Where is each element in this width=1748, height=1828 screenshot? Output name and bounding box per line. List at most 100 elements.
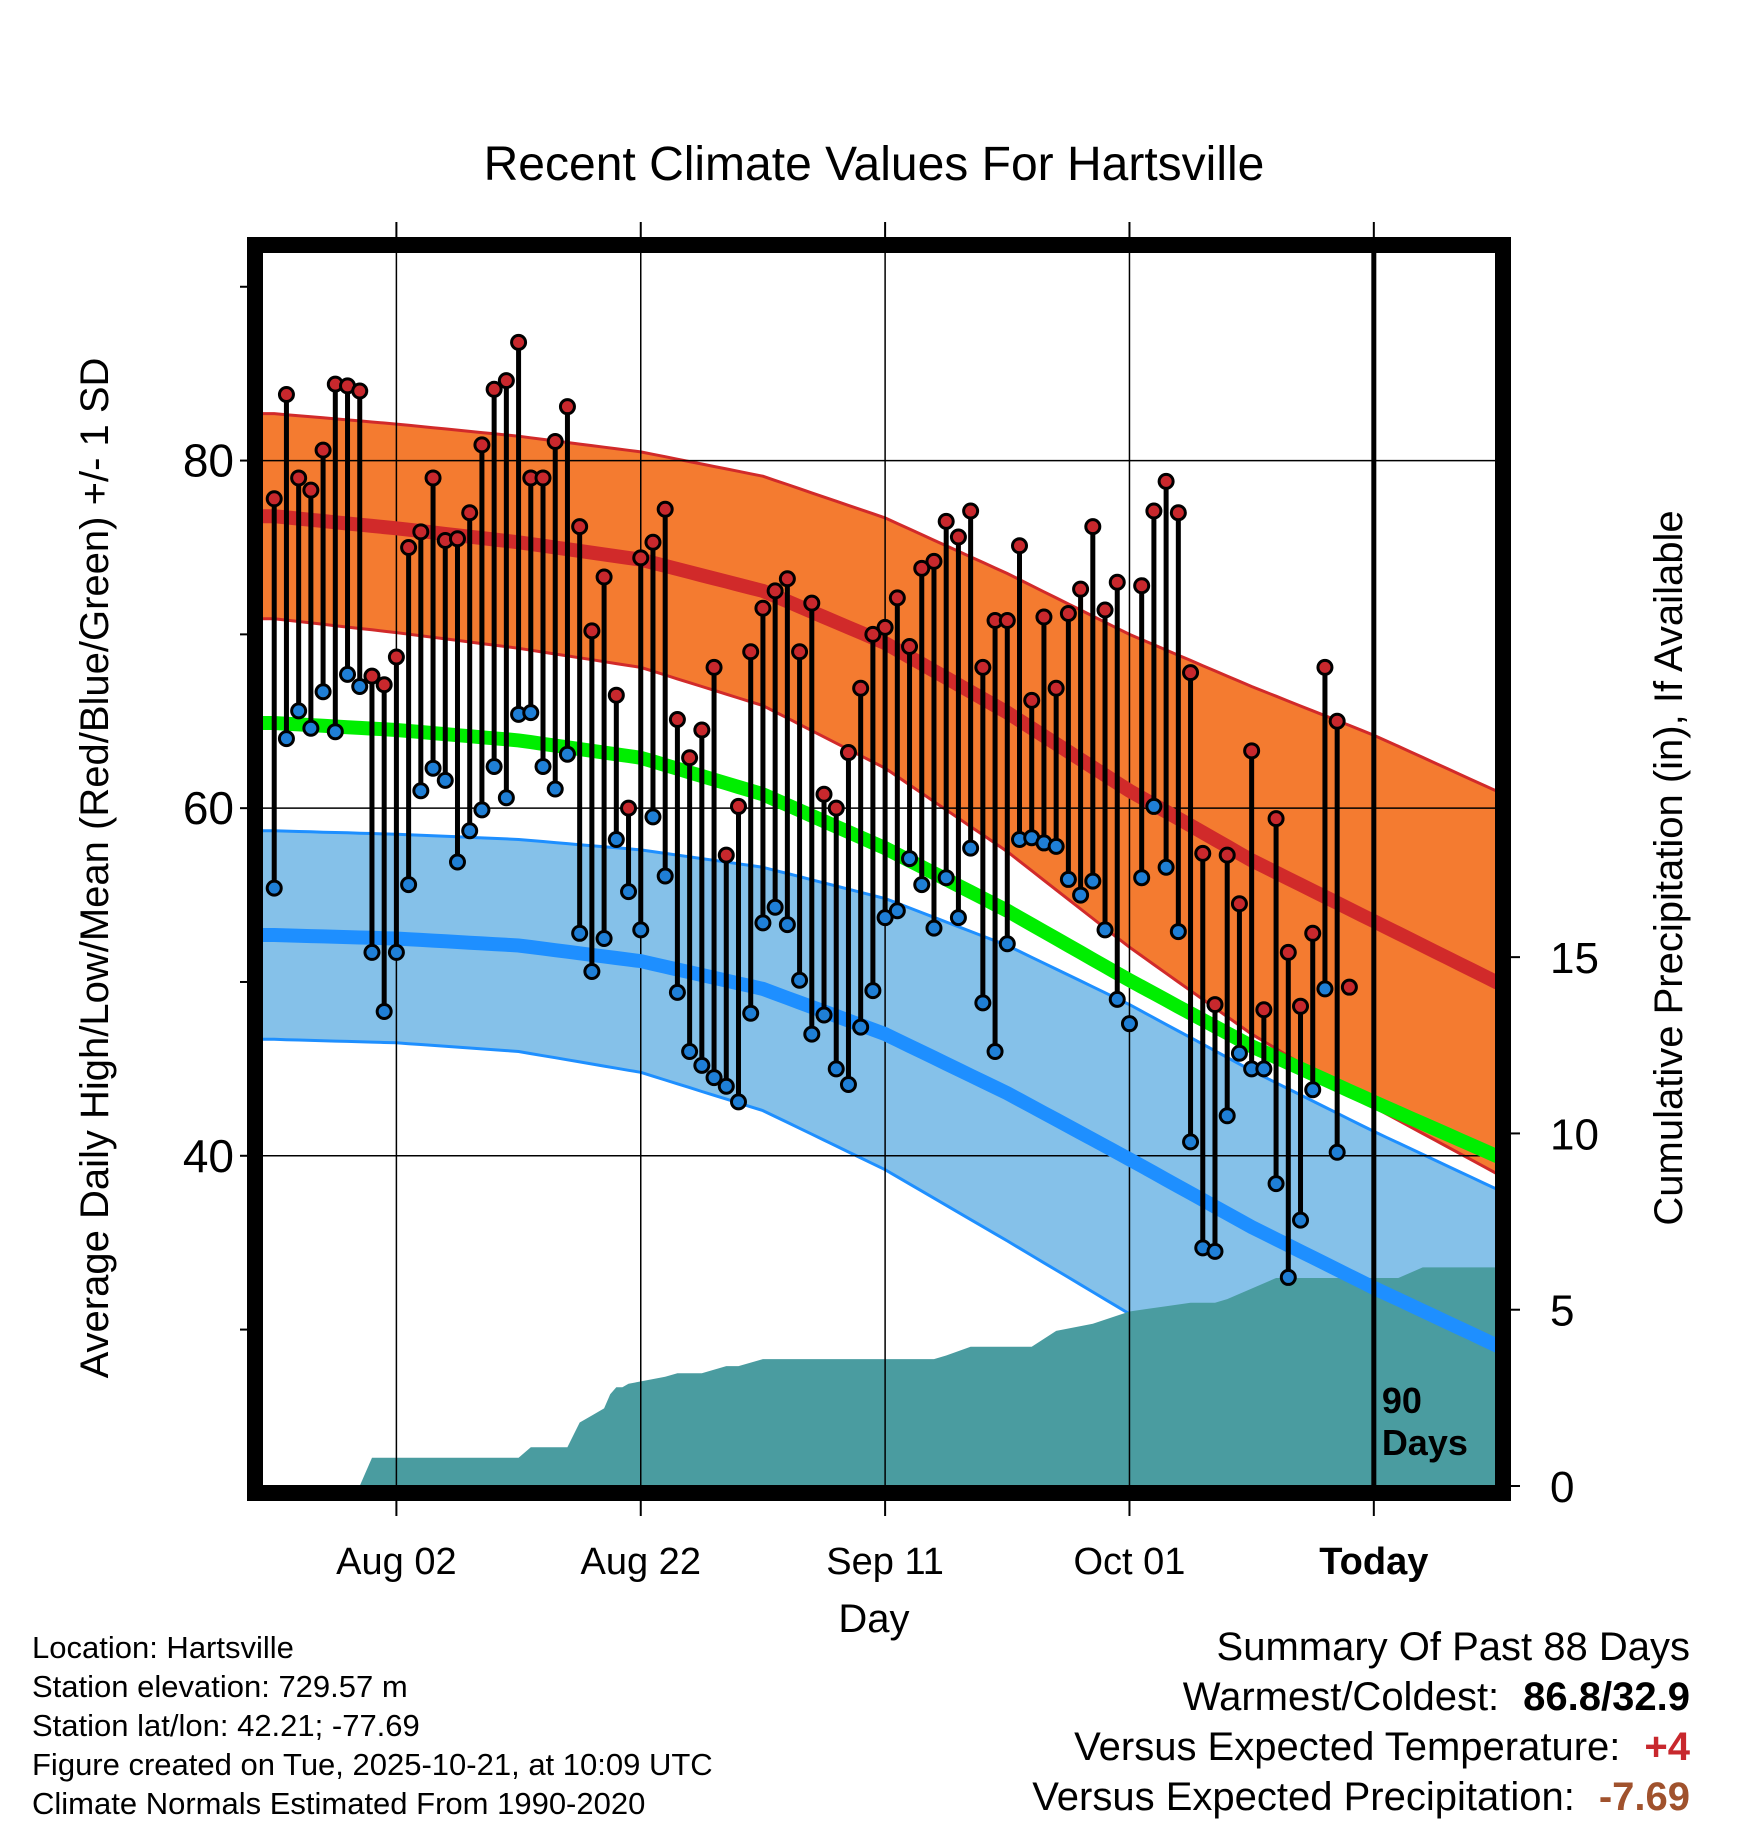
daily-high-point bbox=[534, 469, 552, 487]
daily-high-point bbox=[1023, 691, 1041, 709]
daily-low-point bbox=[571, 924, 589, 942]
daily-high-point bbox=[888, 589, 906, 607]
daily-high-point bbox=[644, 533, 662, 551]
high-sd-band bbox=[262, 413, 1496, 1174]
created-text: Figure created on Tue, 2025-10-21, at 10… bbox=[32, 1747, 713, 1782]
daily-high-point bbox=[277, 386, 295, 404]
y-tick-label: 40 bbox=[183, 1130, 234, 1182]
daily-low-point bbox=[815, 1006, 833, 1024]
summary-precip-row: Versus Expected Precipitation: -7.69 bbox=[1032, 1772, 1690, 1822]
daily-low-point bbox=[656, 867, 674, 885]
y-tick-label: 60 bbox=[183, 782, 234, 834]
daily-low-point bbox=[1133, 869, 1151, 887]
daily-low-point bbox=[778, 916, 796, 934]
daily-high-point bbox=[815, 785, 833, 803]
daily-low-point bbox=[363, 943, 381, 961]
daily-high-point bbox=[852, 679, 870, 697]
daily-high-point bbox=[351, 382, 369, 400]
daily-low-point bbox=[803, 1025, 821, 1043]
daily-low-point bbox=[925, 919, 943, 937]
daily-high-point bbox=[839, 744, 857, 762]
daily-low-point bbox=[583, 963, 601, 981]
daily-low-point bbox=[607, 830, 625, 848]
daily-low-point bbox=[827, 1060, 845, 1078]
daily-high-point bbox=[937, 512, 955, 530]
daily-low-point bbox=[1059, 870, 1077, 888]
chart-title: Recent Climate Values For Hartsville bbox=[484, 138, 1265, 191]
daily-high-point bbox=[766, 582, 784, 600]
daily-low-point bbox=[534, 757, 552, 775]
daily-low-point bbox=[1157, 858, 1175, 876]
daily-high-point bbox=[1230, 895, 1248, 913]
daily-low-point bbox=[290, 702, 308, 720]
x-tick-label: Aug 02 bbox=[336, 1541, 456, 1583]
daily-low-point bbox=[436, 771, 454, 789]
daily-high-point bbox=[620, 799, 638, 817]
daily-low-point bbox=[461, 822, 479, 840]
daily-high-point bbox=[1145, 502, 1163, 520]
summary-panel: Summary Of Past 88 Days Warmest/Coldest:… bbox=[1032, 1622, 1690, 1822]
daily-low-point bbox=[937, 869, 955, 887]
daily-low-point bbox=[400, 876, 418, 894]
daily-low-point bbox=[265, 879, 283, 897]
daily-high-point bbox=[1194, 844, 1212, 862]
x-tick-label: Oct 01 bbox=[1073, 1541, 1185, 1583]
y2-tick-label: 0 bbox=[1550, 1463, 1574, 1512]
daily-low-point bbox=[876, 909, 894, 927]
daily-low-point bbox=[717, 1077, 735, 1095]
daily-low-point bbox=[705, 1069, 723, 1087]
daily-low-point bbox=[448, 853, 466, 871]
daily-high-point bbox=[717, 846, 735, 864]
daily-low-point bbox=[974, 994, 992, 1012]
daily-high-point bbox=[290, 469, 308, 487]
daily-low-point bbox=[1328, 1143, 1346, 1161]
daily-low-point bbox=[742, 1004, 760, 1022]
daily-high-point bbox=[791, 643, 809, 661]
daily-high-point bbox=[962, 502, 980, 520]
daily-low-point bbox=[1218, 1107, 1236, 1125]
daily-high-point bbox=[827, 799, 845, 817]
daily-low-point bbox=[546, 780, 564, 798]
daily-high-point bbox=[265, 490, 283, 508]
daily-high-point bbox=[607, 686, 625, 704]
daily-low-point bbox=[791, 971, 809, 989]
daily-low-point bbox=[1108, 990, 1126, 1008]
precip-value: -7.69 bbox=[1598, 1775, 1690, 1819]
daily-low-point bbox=[277, 730, 295, 748]
daily-low-point bbox=[314, 683, 332, 701]
x-tick-label: Today bbox=[1319, 1541, 1428, 1583]
summary-title: Summary Of Past 88 Days bbox=[1216, 1625, 1690, 1669]
daily-high-point bbox=[1292, 997, 1310, 1015]
daily-high-point bbox=[668, 711, 686, 729]
daily-low-point bbox=[1304, 1081, 1322, 1099]
station-info: Location: Hartsville Station elevation: … bbox=[32, 1628, 713, 1823]
daily-low-point bbox=[620, 883, 638, 901]
daily-high-point bbox=[754, 599, 772, 617]
daily-high-point bbox=[1072, 580, 1090, 598]
temp-label: Versus Expected Temperature: bbox=[1074, 1725, 1621, 1769]
daily-low-point bbox=[839, 1076, 857, 1094]
daily-high-point bbox=[693, 721, 711, 739]
location-text: Location: Hartsville bbox=[32, 1630, 294, 1665]
daily-high-point bbox=[705, 658, 723, 676]
daily-low-point bbox=[497, 789, 515, 807]
latlon-text: Station lat/lon: 42.21; -77.69 bbox=[32, 1708, 420, 1743]
daily-high-point bbox=[998, 611, 1016, 629]
daily-high-point bbox=[424, 469, 442, 487]
summary-warmest-row: Warmest/Coldest: 86.8/32.9 bbox=[1032, 1672, 1690, 1722]
daily-high-point bbox=[1108, 573, 1126, 591]
daily-low-point bbox=[302, 719, 320, 737]
daily-high-point bbox=[974, 658, 992, 676]
daily-high-point bbox=[656, 500, 674, 518]
daily-low-point bbox=[901, 850, 919, 868]
daily-low-point bbox=[1316, 980, 1334, 998]
normals-text: Climate Normals Estimated From 1990-2020 bbox=[32, 1786, 646, 1821]
daily-high-point bbox=[1157, 472, 1175, 490]
normal-low-line bbox=[262, 928, 1496, 1353]
daily-high-point bbox=[387, 648, 405, 666]
daily-low-point bbox=[1267, 1175, 1285, 1193]
daily-low-point bbox=[693, 1056, 711, 1074]
daily-high-point bbox=[913, 559, 931, 577]
daily-low-point bbox=[1206, 1242, 1224, 1260]
y2-tick-label: 5 bbox=[1550, 1287, 1574, 1336]
